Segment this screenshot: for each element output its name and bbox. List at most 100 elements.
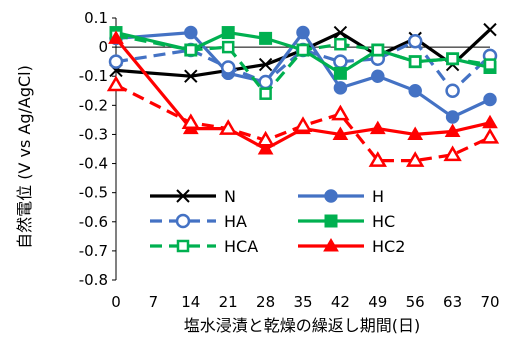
data-point xyxy=(334,37,347,51)
legend-marker xyxy=(176,189,190,203)
data-point xyxy=(296,43,310,57)
x-tick-label: 35 xyxy=(293,293,312,311)
data-point xyxy=(333,66,347,80)
legend-marker xyxy=(175,213,191,229)
legend-item-hca: HCA xyxy=(150,237,258,256)
series-line xyxy=(114,37,491,151)
data-point xyxy=(333,25,348,40)
legend-label: HA xyxy=(224,212,247,231)
data-point xyxy=(333,54,348,69)
data-point xyxy=(181,113,200,130)
series-line xyxy=(115,83,491,163)
legend-item-hc2: HC2 xyxy=(298,237,405,256)
y-tick-labels: 0.1 0 -0.1 -0.2 -0.3 -0.4 -0.5 -0.6 -0.7 -0.8 xyxy=(79,9,108,289)
y-axis-label: 自然電位 (V vs Ag/AgCl) xyxy=(15,65,34,249)
data-point xyxy=(259,87,272,100)
legend-label: N xyxy=(224,187,236,206)
data-point xyxy=(184,25,198,40)
x-tick-label: 42 xyxy=(331,293,350,311)
data-point xyxy=(408,84,422,98)
data-point xyxy=(483,58,497,71)
legend-marker xyxy=(324,214,338,228)
data-point xyxy=(184,69,198,83)
x-tick-label: 7 xyxy=(149,293,159,311)
legend-item-n: N xyxy=(150,187,236,206)
data-point xyxy=(221,26,235,40)
data-point xyxy=(482,114,498,129)
data-point xyxy=(220,60,236,75)
data-point xyxy=(219,119,238,135)
series-line xyxy=(115,28,492,78)
data-point xyxy=(258,74,273,90)
y-tick-label: 0 xyxy=(98,38,108,56)
legend-marker xyxy=(176,239,190,253)
data-point xyxy=(296,25,310,40)
legend-label: HCA xyxy=(224,237,258,256)
x-tick-label: 63 xyxy=(443,293,462,311)
data-point xyxy=(331,104,350,121)
data-point xyxy=(480,127,500,144)
data-point xyxy=(256,130,275,147)
data-point xyxy=(371,69,385,83)
x-tick-label: 28 xyxy=(256,293,275,311)
axes xyxy=(112,17,490,281)
data-point xyxy=(445,110,460,124)
data-point xyxy=(293,116,313,132)
legend-label: H xyxy=(372,187,384,206)
data-point xyxy=(483,92,497,107)
legend-item-hc: HC xyxy=(298,212,395,231)
legend: N H HA HC HCA HC2 xyxy=(150,187,405,256)
data-point xyxy=(406,151,425,167)
y-tick-label: -0.6 xyxy=(79,213,108,231)
legend-item-ha: HA xyxy=(150,212,247,231)
data-point xyxy=(333,81,348,95)
data-point xyxy=(332,126,349,140)
data-point xyxy=(483,22,497,37)
data-point xyxy=(221,40,235,54)
x-tick-labels: 0 7 14 21 28 35 42 49 56 63 70 xyxy=(111,293,499,311)
x-tick-label: 49 xyxy=(368,293,387,311)
legend-marker xyxy=(323,238,339,252)
series-line xyxy=(115,39,492,93)
data-point xyxy=(371,43,385,57)
data-point xyxy=(407,126,424,140)
x-tick-label: 14 xyxy=(181,293,200,311)
y-tick-label: -0.1 xyxy=(79,67,108,85)
y-tick-label: -0.8 xyxy=(79,271,108,289)
data-point xyxy=(108,30,124,44)
series-unnamed-6 xyxy=(106,75,500,167)
data-point xyxy=(443,145,462,162)
series-line xyxy=(115,33,491,96)
data-point xyxy=(445,83,460,99)
series-lines xyxy=(106,22,500,167)
legend-label: HC2 xyxy=(372,237,405,256)
y-tick-label: -0.7 xyxy=(79,242,108,260)
data-point xyxy=(369,120,386,135)
x-tick-label: 70 xyxy=(480,293,499,311)
y-tick-label: -0.3 xyxy=(79,125,108,143)
data-point xyxy=(108,54,124,69)
data-point xyxy=(258,57,273,72)
data-point xyxy=(444,123,461,138)
data-point xyxy=(407,34,423,49)
legend-marker xyxy=(324,189,338,203)
y-tick-label: 0.1 xyxy=(84,9,108,27)
legend-item-h: H xyxy=(298,187,384,206)
legend-label: HC xyxy=(372,212,395,231)
series-hca xyxy=(109,29,497,100)
x-tick-label: 0 xyxy=(111,293,121,311)
data-point xyxy=(368,151,387,167)
y-tick-label: -0.4 xyxy=(79,155,108,173)
x-tick-label: 21 xyxy=(219,293,238,311)
x-axis-label: 塩水浸漬と乾燥の繰返し期間(日) xyxy=(184,316,421,335)
x-tick-label: 56 xyxy=(406,293,425,311)
data-point xyxy=(257,141,274,155)
data-point xyxy=(446,52,459,66)
data-point xyxy=(184,43,198,57)
data-point xyxy=(106,75,126,92)
y-tick-label: -0.2 xyxy=(79,96,108,114)
data-point xyxy=(408,55,422,68)
data-point xyxy=(259,31,273,45)
